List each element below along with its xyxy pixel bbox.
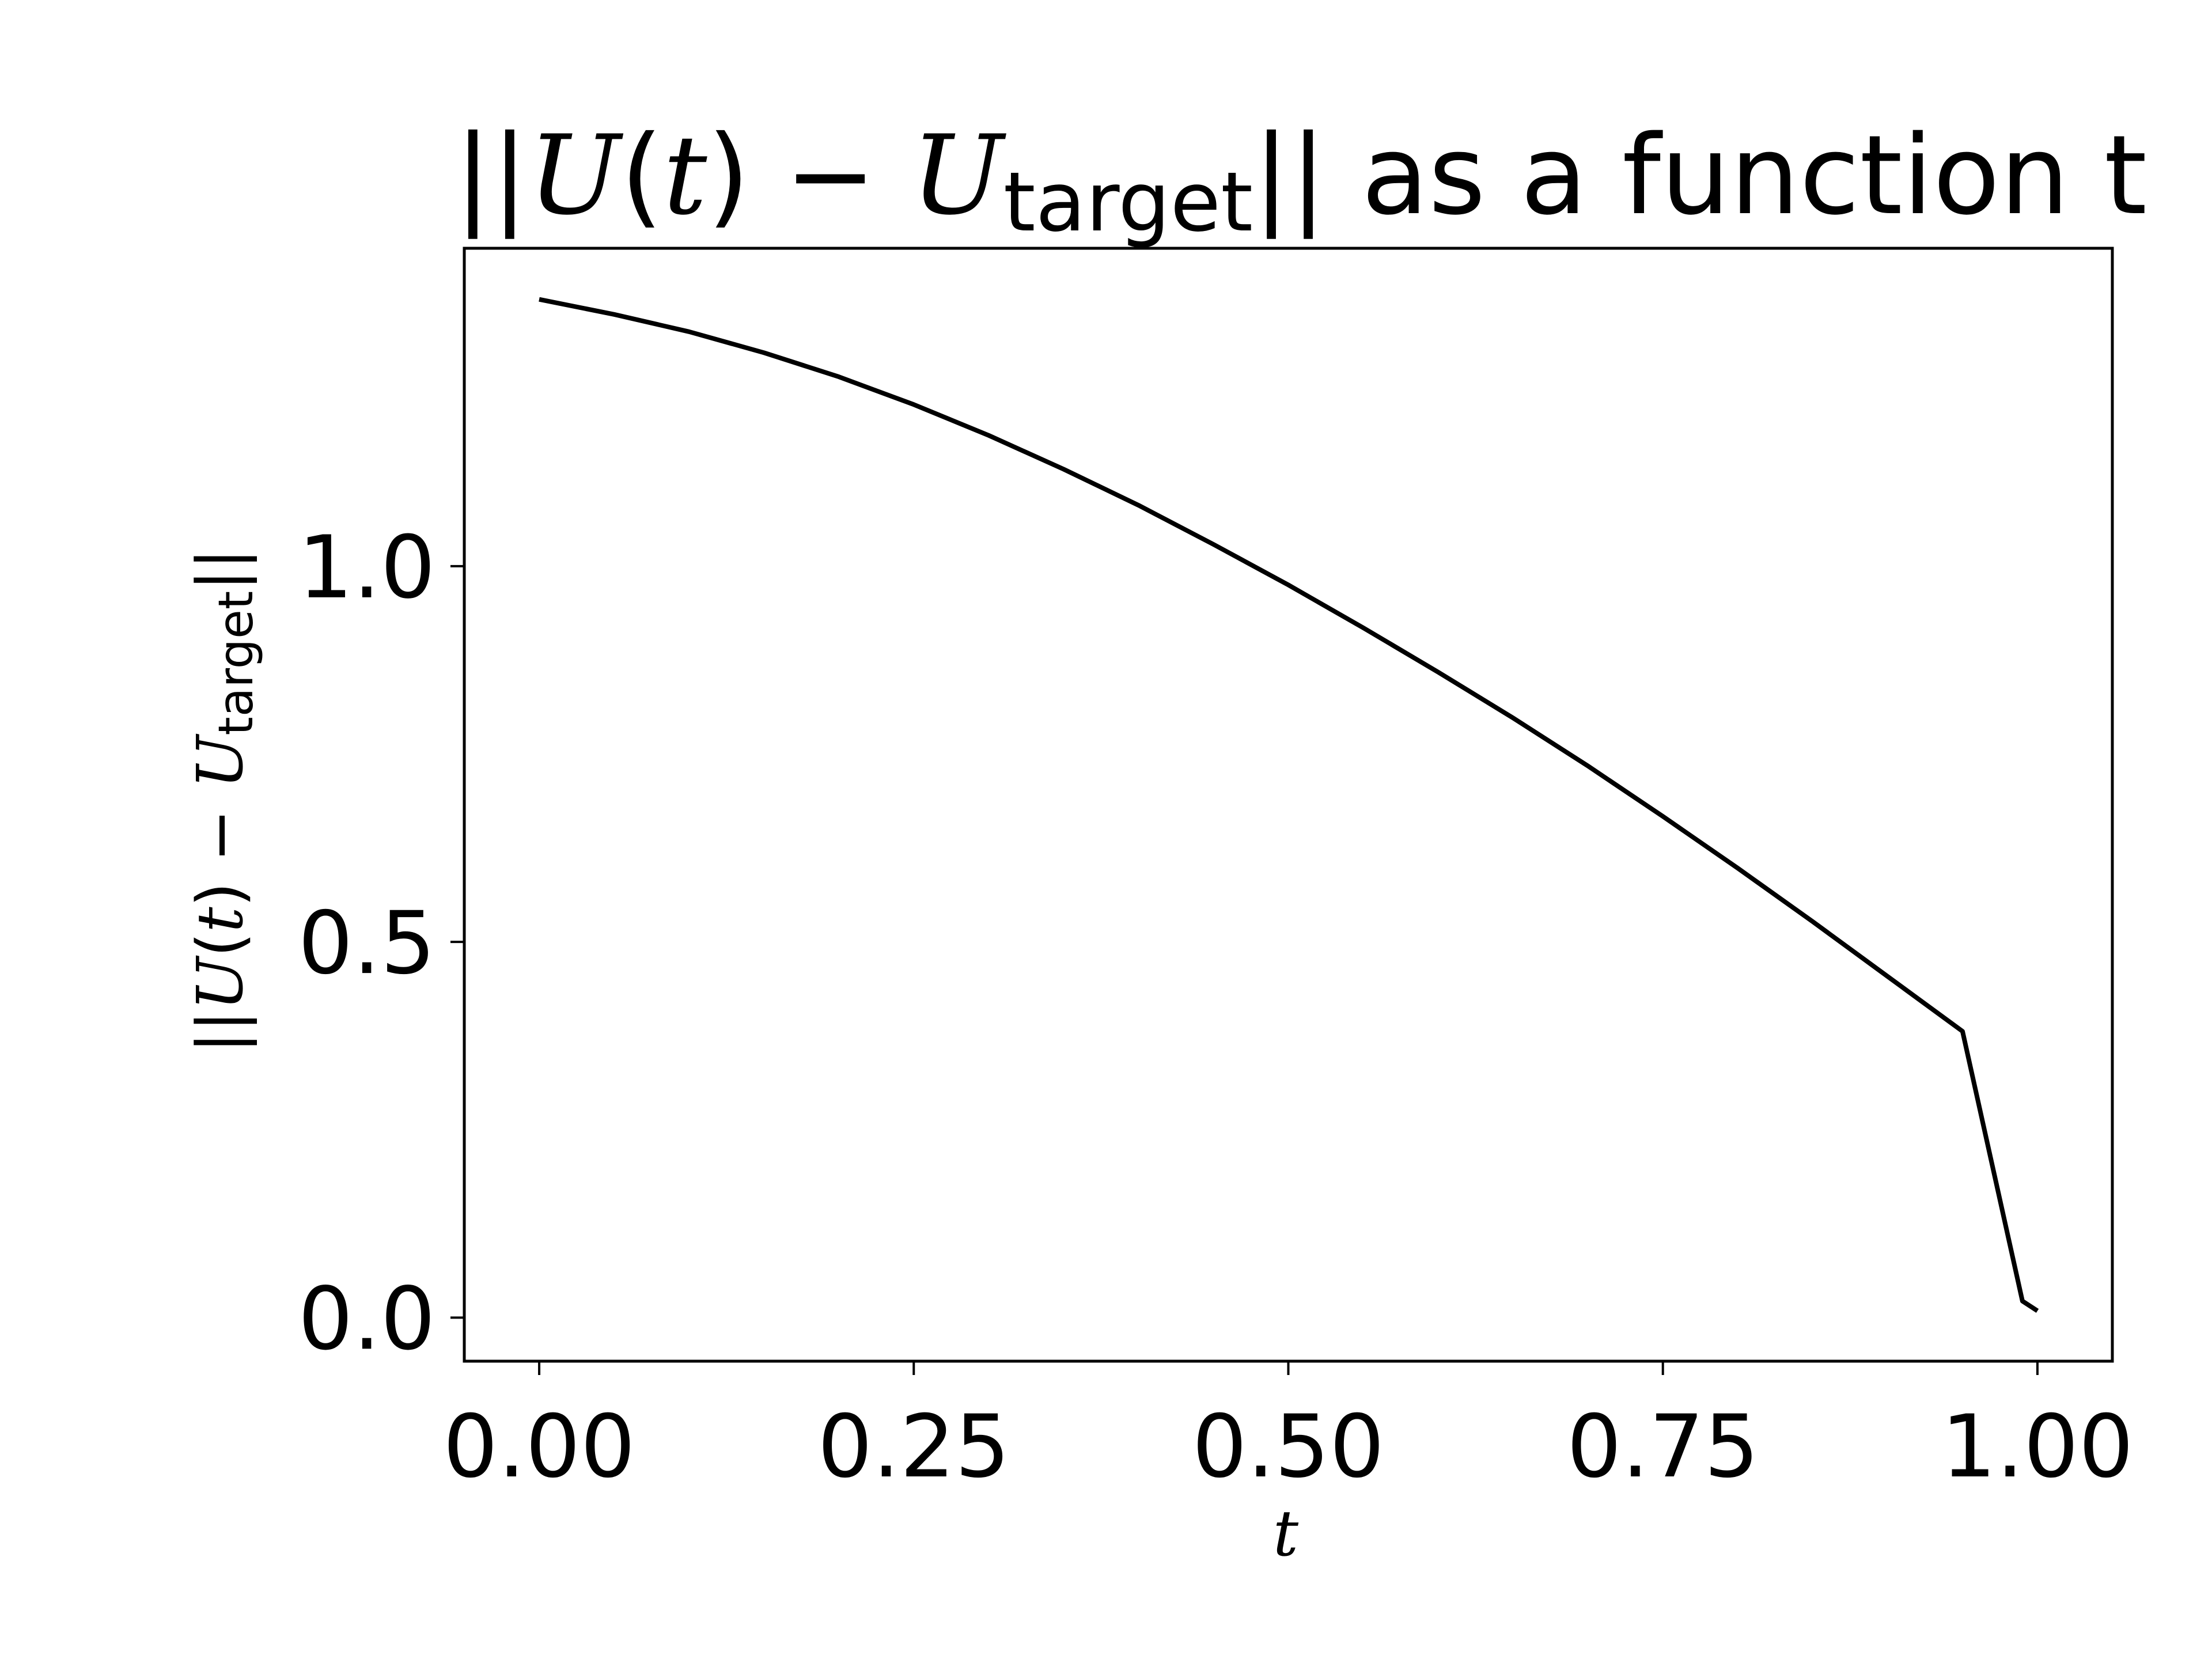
series-line-0 <box>539 297 2039 1313</box>
ylabel-subscript: target <box>209 591 264 736</box>
title-minus: − <box>750 112 911 239</box>
ylabel-t: t <box>183 907 257 933</box>
title-subscript: target <box>1003 154 1253 250</box>
x-tick-label: 1.00 <box>1941 1397 2134 1497</box>
axes-frame <box>463 247 2114 1363</box>
title-suffix: as a function t <box>1327 112 2147 239</box>
ylabel-minus: − <box>183 789 257 882</box>
y-axis-label: ||U(t) − Utarget|| <box>183 548 264 1054</box>
title-norm-close: || <box>1253 112 1327 239</box>
ylabel-u: U <box>183 955 257 1010</box>
x-tick-label: 0.00 <box>443 1397 635 1497</box>
title-t: t <box>663 112 707 239</box>
plot-area <box>463 247 2114 1363</box>
title-norm-open: || <box>454 112 528 239</box>
ylabel-norm-open: || <box>183 1010 257 1053</box>
x-tick-label: 0.25 <box>817 1397 1010 1497</box>
ylabel-u-target: U <box>183 733 257 789</box>
x-axis-label: t <box>1273 1497 1299 1570</box>
y-tick-label: 1.0 <box>298 518 435 618</box>
title-paren-close: ) <box>707 112 750 239</box>
chart-title: ||U(t) − Utarget|| as a function t <box>454 112 2147 250</box>
ticks: 0.00 0.25 0.50 0.75 1.00 0.0 0.5 1.0 <box>298 518 2134 1497</box>
ylabel-paren-open: ( <box>183 933 257 957</box>
ylabel-norm-close: || <box>183 548 257 591</box>
ylabel-paren-close: ) <box>183 882 257 907</box>
y-tick-label: 0.0 <box>298 1269 435 1369</box>
title-paren-open: ( <box>620 112 663 239</box>
title-u: U <box>528 112 624 239</box>
x-tick-label: 0.75 <box>1567 1397 1759 1497</box>
title-u-target: U <box>911 112 1007 239</box>
y-tick-label: 0.5 <box>298 893 435 994</box>
x-tick-label: 0.50 <box>1192 1397 1385 1497</box>
